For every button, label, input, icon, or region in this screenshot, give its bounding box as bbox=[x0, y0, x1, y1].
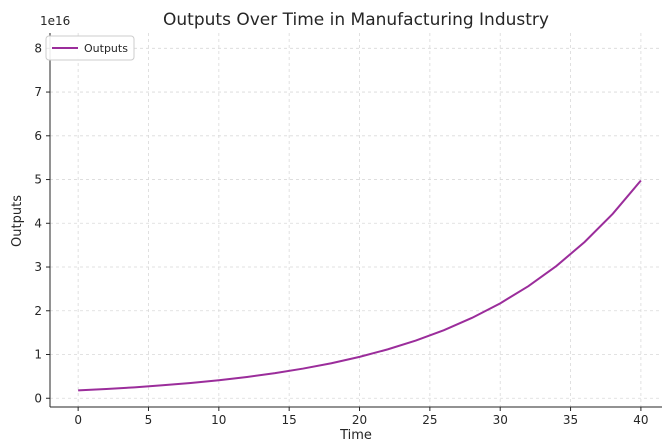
y-axis-label: Outputs bbox=[10, 195, 25, 247]
x-tick-label: 40 bbox=[633, 413, 648, 427]
x-axis-label: Time bbox=[339, 428, 372, 441]
x-tick-label: 10 bbox=[211, 413, 226, 427]
x-tick-label: 5 bbox=[145, 413, 153, 427]
y-tick-label: 6 bbox=[34, 129, 42, 143]
x-tick-label: 0 bbox=[74, 413, 82, 427]
y-axis-ticks: 0 1 2 3 4 5 6 7 8 bbox=[34, 41, 50, 405]
y-axis-offset-text: 1e16 bbox=[40, 14, 70, 28]
axes bbox=[49, 33, 662, 408]
x-tick-label: 35 bbox=[563, 413, 578, 427]
y-tick-label: 3 bbox=[34, 260, 42, 274]
chart-title: Outputs Over Time in Manufacturing Indus… bbox=[163, 10, 549, 30]
x-tick-label: 30 bbox=[493, 413, 508, 427]
y-tick-label: 4 bbox=[34, 216, 42, 230]
x-axis-ticks: 0 5 10 15 20 25 30 35 40 bbox=[74, 407, 649, 427]
legend: Outputs bbox=[45, 35, 135, 61]
legend-box bbox=[45, 35, 135, 61]
x-tick-label: 20 bbox=[352, 413, 367, 427]
y-tick-label: 5 bbox=[34, 173, 42, 187]
x-tick-label: 15 bbox=[282, 413, 297, 427]
y-tick-label: 0 bbox=[34, 391, 42, 405]
y-tick-label: 8 bbox=[34, 41, 42, 55]
x-tick-label: 25 bbox=[422, 413, 437, 427]
y-tick-label: 1 bbox=[34, 348, 42, 362]
series-layer bbox=[78, 179, 642, 392]
grid-lines bbox=[50, 33, 662, 407]
legend-label: Outputs bbox=[84, 42, 128, 55]
y-tick-label: 7 bbox=[34, 85, 42, 99]
y-tick-label: 2 bbox=[34, 304, 42, 318]
series-line-outputs bbox=[78, 179, 642, 392]
